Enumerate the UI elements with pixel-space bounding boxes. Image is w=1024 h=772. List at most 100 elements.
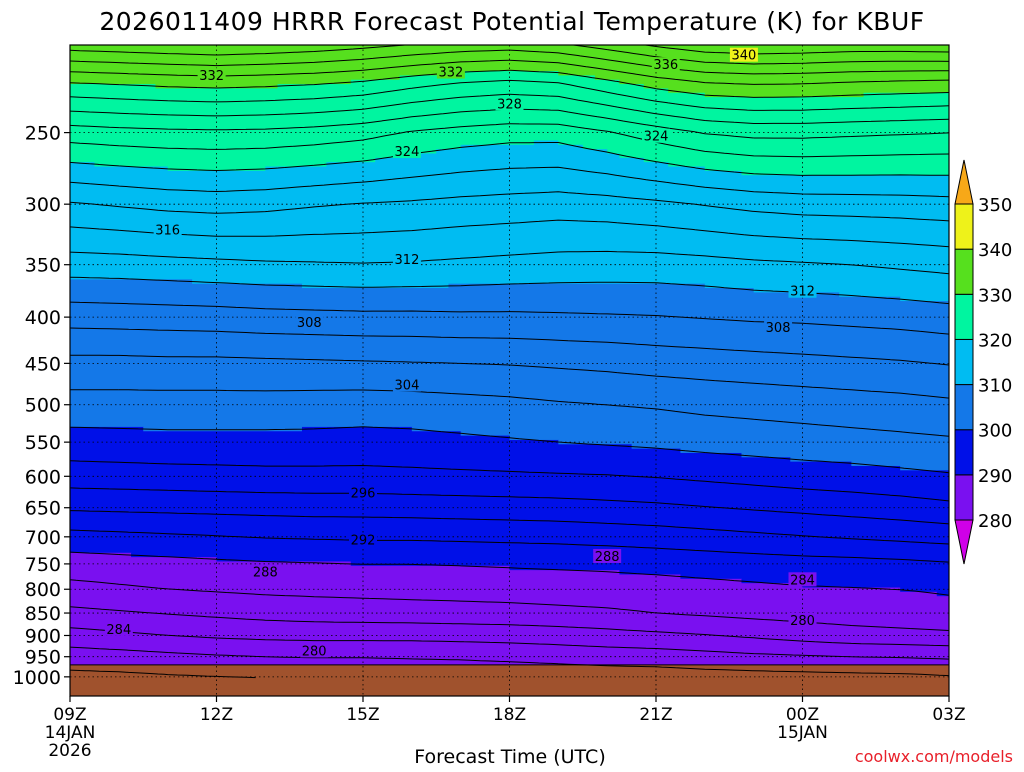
contour-label-bg xyxy=(651,57,680,72)
fill-band-cell xyxy=(70,613,949,619)
fill-band-cell xyxy=(643,157,949,163)
legend-low-triangle xyxy=(954,519,974,565)
fill-band-cell xyxy=(265,166,706,172)
fill-band-cell xyxy=(70,465,901,471)
fill-band-cell xyxy=(741,452,949,458)
fill-band-cell xyxy=(301,426,413,432)
contour-label: 308 xyxy=(766,321,791,336)
fill-band-cell xyxy=(70,483,949,489)
fill-band-cell xyxy=(70,170,743,176)
fill-band-cell xyxy=(70,630,949,636)
fill-band-cell xyxy=(70,418,949,424)
fill-band-cell xyxy=(70,175,949,181)
fill-band-cell xyxy=(399,75,596,81)
contour-label-bg xyxy=(392,377,421,392)
fill-band-cell xyxy=(70,162,96,168)
fill-band-cell xyxy=(70,301,949,306)
fill-band-cell xyxy=(70,396,949,402)
contour-label: 340 xyxy=(731,49,756,64)
contour-labels: 340 336 332 332 328 324 324 316 312 312 308 308 304 2… xyxy=(104,47,817,659)
fill-band-cell xyxy=(70,179,949,185)
fill-band-cell xyxy=(70,383,949,389)
y-tick-label: 550 xyxy=(25,432,61,454)
y-tick-label: 800 xyxy=(25,579,61,601)
fill-band-cell xyxy=(668,88,949,94)
fill-band-cell xyxy=(411,426,949,432)
fill-band-cell xyxy=(70,283,303,289)
fill-band-cell xyxy=(70,531,949,537)
fill-band-cell xyxy=(70,149,437,155)
fill-band-cell xyxy=(70,288,755,293)
isentrope-336 xyxy=(70,45,949,65)
contour-label-bg xyxy=(104,621,133,636)
color-legend: 280 290 300 310 320 330 340 350 xyxy=(954,159,1012,565)
fill-band-cell xyxy=(70,357,949,363)
contour-label: 336 xyxy=(653,58,678,73)
x-tick-label: 15Z xyxy=(346,705,379,725)
fill-band-cell xyxy=(436,149,608,155)
fill-band-cell xyxy=(704,283,949,289)
contour-label: 332 xyxy=(199,69,224,84)
legend-swatch xyxy=(954,474,974,521)
fill-band-cell xyxy=(70,500,949,506)
contour-label: 316 xyxy=(155,224,180,239)
isentrope-282 xyxy=(70,646,949,677)
isentrope-334 xyxy=(70,49,949,75)
legend-swatch xyxy=(954,384,974,431)
isentrope-298 xyxy=(70,460,949,502)
fill-band-cell xyxy=(70,123,949,129)
fill-band-cell xyxy=(70,392,949,398)
fill-band-cell xyxy=(70,444,633,450)
contour-label: 284 xyxy=(790,573,815,588)
fill-band-cell xyxy=(70,492,949,497)
fill-band-cell xyxy=(70,583,804,589)
chart-title: 2026011409 HRRR Forecast Potential Tempe… xyxy=(99,7,924,36)
fill-band-cell xyxy=(558,439,949,445)
fill-band-cell xyxy=(70,131,949,137)
contour-label: 308 xyxy=(297,316,322,331)
fill-band-cell xyxy=(460,431,949,437)
fill-band-cell xyxy=(668,162,949,168)
contour-label-bg xyxy=(642,128,670,143)
fill-band-cell xyxy=(70,127,949,133)
legend-level-label: 290 xyxy=(978,466,1012,487)
fill-band-cell xyxy=(680,448,949,454)
fill-band-cell xyxy=(448,71,559,76)
legend-level-label: 330 xyxy=(978,285,1012,306)
legend-swatch xyxy=(954,248,974,295)
fill-band-cell xyxy=(70,609,949,615)
fill-band-cell xyxy=(131,552,949,558)
fill-band-cell xyxy=(70,565,511,571)
isentrope-322 xyxy=(70,123,949,158)
fill-band-cell xyxy=(70,183,949,189)
fill-band-cell xyxy=(277,84,645,89)
fill-band-cell xyxy=(70,426,144,432)
fill-band-cell xyxy=(70,309,949,315)
isentrope-328 xyxy=(70,79,949,111)
fill-band-cell xyxy=(70,648,949,654)
fill-band-cell xyxy=(70,518,949,523)
fill-band-cell xyxy=(741,170,949,176)
y-tick-label: 1000 xyxy=(13,667,61,689)
contour-label: 288 xyxy=(253,566,278,581)
fill-band-cell xyxy=(70,409,949,415)
x-tick-label: 03Z xyxy=(932,705,965,725)
contour-label: 280 xyxy=(790,614,815,629)
isentrope-306 xyxy=(70,327,949,366)
fill-band-cell xyxy=(594,75,949,81)
y-tick-label: 450 xyxy=(25,353,61,375)
fill-band-cell xyxy=(851,461,949,467)
x-tick-date: 15JAN xyxy=(777,723,828,743)
pressure-axis: 2503003504004505005506006507007508008509… xyxy=(13,123,70,689)
contour-label-bg xyxy=(729,47,758,62)
fill-band-cell xyxy=(70,366,949,372)
fill-band-cell xyxy=(70,166,169,172)
contour-label: 304 xyxy=(395,379,420,394)
contour-label: 328 xyxy=(497,97,522,112)
fill-band-cell xyxy=(70,235,949,241)
fill-band-cell xyxy=(509,565,949,571)
contour-label-bg xyxy=(251,564,280,579)
y-tick-label: 300 xyxy=(25,194,61,216)
fill-band-cell xyxy=(70,522,949,528)
